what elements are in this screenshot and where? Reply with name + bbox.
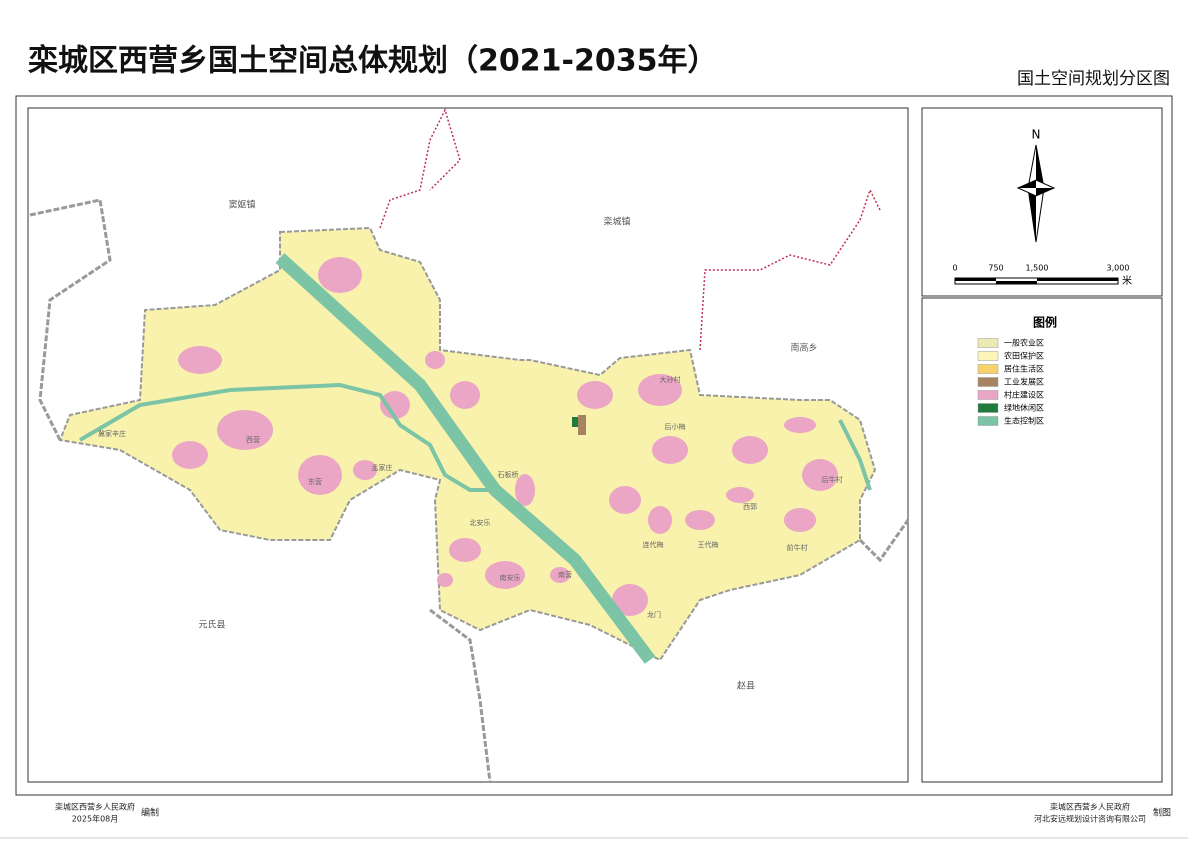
county-boundary bbox=[29, 198, 112, 441]
region-label: 元氏县 bbox=[198, 620, 225, 631]
legend-label: 居住生活区 bbox=[1004, 364, 1044, 374]
legend-swatch bbox=[977, 403, 999, 413]
river bbox=[78, 382, 495, 492]
footer-role: 制图 bbox=[1153, 807, 1171, 819]
village-label: 石板桥 bbox=[498, 470, 519, 479]
legend-swatch bbox=[977, 390, 999, 400]
region-label: 窦妪镇 bbox=[228, 199, 255, 211]
scale-label: 0 bbox=[952, 264, 957, 273]
legend-swatch bbox=[977, 416, 999, 426]
legend-label: 农田保护区 bbox=[1004, 351, 1044, 361]
village-label: 后小梅 bbox=[665, 422, 686, 431]
legend-label: 工业发展区 bbox=[1004, 377, 1044, 387]
village-label: 北安乐 bbox=[470, 518, 491, 527]
scale-label: 3,000 bbox=[1107, 264, 1130, 273]
ecological-corridor bbox=[275, 253, 656, 664]
village-label: 南营 bbox=[558, 570, 572, 579]
green-leisure-area bbox=[572, 417, 578, 427]
village-label: 连代梅 bbox=[643, 540, 664, 549]
village-areas bbox=[172, 257, 838, 616]
north-panel bbox=[921, 107, 1163, 297]
legend-label: 生态控制区 bbox=[1004, 416, 1044, 426]
scale-label: 1,500 bbox=[1026, 264, 1049, 273]
legend-swatch bbox=[977, 364, 999, 374]
village-label: 大孙村 bbox=[660, 375, 681, 384]
region-label: 南高乡 bbox=[790, 342, 817, 354]
legend-swatch bbox=[977, 338, 999, 348]
county-boundary bbox=[858, 519, 910, 563]
region-label: 栾城镇 bbox=[603, 216, 630, 228]
village-label: 前牛村 bbox=[787, 543, 808, 552]
outer-frame bbox=[15, 95, 1173, 796]
village-label: 东营 bbox=[308, 477, 322, 486]
village-label: 南安乐 bbox=[500, 573, 521, 582]
village-label: 龙门 bbox=[647, 610, 661, 619]
footer-org: 栾城区西营乡人民政府 bbox=[1050, 802, 1130, 812]
industrial-area bbox=[578, 415, 586, 435]
footer-org: 栾城区西营乡人民政府 bbox=[55, 802, 135, 812]
north-arrow: N bbox=[1016, 128, 1056, 243]
village-label: 西营 bbox=[246, 435, 260, 444]
legend-label: 村庄建设区 bbox=[1004, 390, 1044, 400]
scale-label: 750 bbox=[988, 264, 1003, 273]
county-boundary bbox=[429, 608, 492, 783]
town-boundary bbox=[379, 107, 881, 351]
north-label: N bbox=[1032, 128, 1041, 142]
scale-bar: 0 750 1,500 3,000 米 bbox=[952, 264, 1132, 288]
village-label: 王代梅 bbox=[698, 540, 719, 549]
legend-swatch bbox=[977, 351, 999, 361]
legend-label: 一般农业区 bbox=[1004, 338, 1044, 348]
village-label: 西郭 bbox=[743, 502, 757, 511]
footer-date: 2025年08月 bbox=[72, 814, 119, 824]
region-label: 赵县 bbox=[737, 680, 755, 692]
village-label: 孟家庄 bbox=[372, 463, 393, 472]
legend-swatch bbox=[977, 377, 999, 387]
title: 栾城区西营乡国土空间总体规划（2021-2035年） bbox=[28, 44, 717, 79]
legend-title: 图例 bbox=[1033, 315, 1057, 330]
village-label: 后牛村 bbox=[822, 475, 843, 484]
footer-company: 河北安远规划设计咨询有限公司 bbox=[1034, 814, 1146, 824]
scale-unit: 米 bbox=[1122, 274, 1132, 287]
river bbox=[838, 419, 872, 491]
village-label: 冀家辛庄 bbox=[98, 429, 126, 438]
legend-label: 绿地休闲区 bbox=[1004, 403, 1044, 413]
footer-role: 编制 bbox=[141, 807, 159, 819]
map-body: 窦妪镇 栾城镇 南高乡 元氏县 赵县 冀家辛庄 西营 东营 北安乐 南安乐 石板… bbox=[29, 107, 910, 783]
subtitle: 国土空间规划分区图 bbox=[1017, 69, 1170, 89]
legend-panel bbox=[921, 297, 1163, 783]
